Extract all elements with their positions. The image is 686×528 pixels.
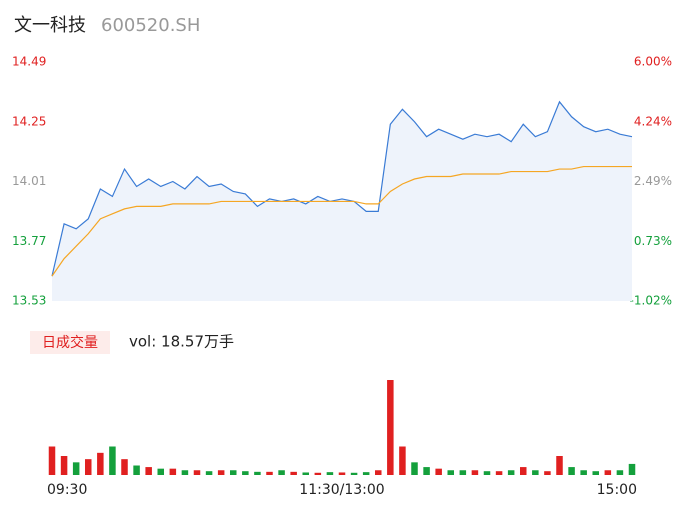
volume-bar (495, 471, 503, 475)
volume-bar (217, 470, 225, 475)
line-1 (51, 165, 632, 277)
volume-bar (84, 459, 92, 475)
volume-badge (30, 331, 110, 354)
volume-bar (616, 470, 624, 475)
stock-name: 文一科技 (14, 15, 86, 36)
y2-tick-label: 2.49% (634, 174, 672, 188)
line-0 (51, 100, 633, 277)
y2-tick-label: -1.02% (630, 294, 672, 308)
volume-bar (181, 470, 189, 475)
volume-bar (447, 470, 455, 475)
volume-bar (229, 470, 237, 475)
volume-bar (72, 462, 80, 475)
volume-bar (302, 472, 310, 475)
volume-bar (121, 459, 128, 475)
volume-bar (411, 462, 418, 475)
volume-bar (362, 472, 370, 475)
volume-bar (556, 456, 563, 475)
volume-bar (254, 471, 261, 475)
volume-total: vol: 18.57万手 (129, 333, 234, 351)
y-tick-label: 13.53 (12, 294, 46, 308)
volume-bar (544, 471, 551, 475)
volume-bar (338, 472, 346, 475)
volume-bar (592, 471, 600, 475)
volume-bar (568, 467, 575, 475)
volume-bar (459, 470, 467, 475)
volume-bar (519, 467, 527, 475)
volume-bar (326, 472, 334, 475)
volume-bar (242, 471, 249, 475)
volume-bar (399, 446, 406, 475)
volume-bar (290, 471, 297, 475)
volume-bar (374, 470, 382, 475)
volume-bar (97, 452, 104, 475)
y-tick-label: 14.01 (12, 174, 46, 188)
volume-bar (193, 470, 201, 475)
volume-bar (60, 456, 68, 475)
volume-bar (48, 446, 56, 475)
volume-bar (507, 470, 515, 475)
volume-bar (471, 470, 479, 475)
volume-bar (314, 472, 322, 475)
volume-bar (266, 471, 273, 475)
volume-bar (157, 468, 165, 475)
y-tick-label: 14.49 (12, 55, 46, 69)
volume-bar (387, 380, 394, 475)
y-tick-label: 13.77 (12, 234, 46, 248)
volume-bar (435, 468, 442, 475)
volume-bar (483, 471, 491, 475)
x-tick-label: 15:00 (597, 482, 637, 498)
volume-bar (133, 465, 140, 475)
stock-code: 600520.SH (101, 15, 200, 36)
volume-bar (169, 468, 177, 475)
y2-tick-label: 4.24% (634, 114, 672, 128)
x-tick-label: 11:30/13:00 (299, 482, 384, 498)
y2-tick-label: 6.00% (634, 55, 672, 69)
volume-bar (205, 471, 213, 475)
volume-bar (109, 446, 116, 475)
volume-bar (145, 467, 152, 475)
volume-bar (628, 463, 636, 475)
volume-bar (532, 470, 539, 475)
volume-title: 日成交量 (42, 334, 98, 351)
y-tick-label: 14.25 (12, 114, 46, 128)
y2-tick-label: 0.73% (634, 234, 672, 248)
volume-bar (604, 470, 612, 475)
volume-bar (278, 470, 285, 475)
volume-bar (423, 467, 430, 475)
volume-bar (350, 472, 358, 475)
x-tick-label: 09:30 (47, 482, 87, 498)
volume-bar (580, 470, 587, 475)
